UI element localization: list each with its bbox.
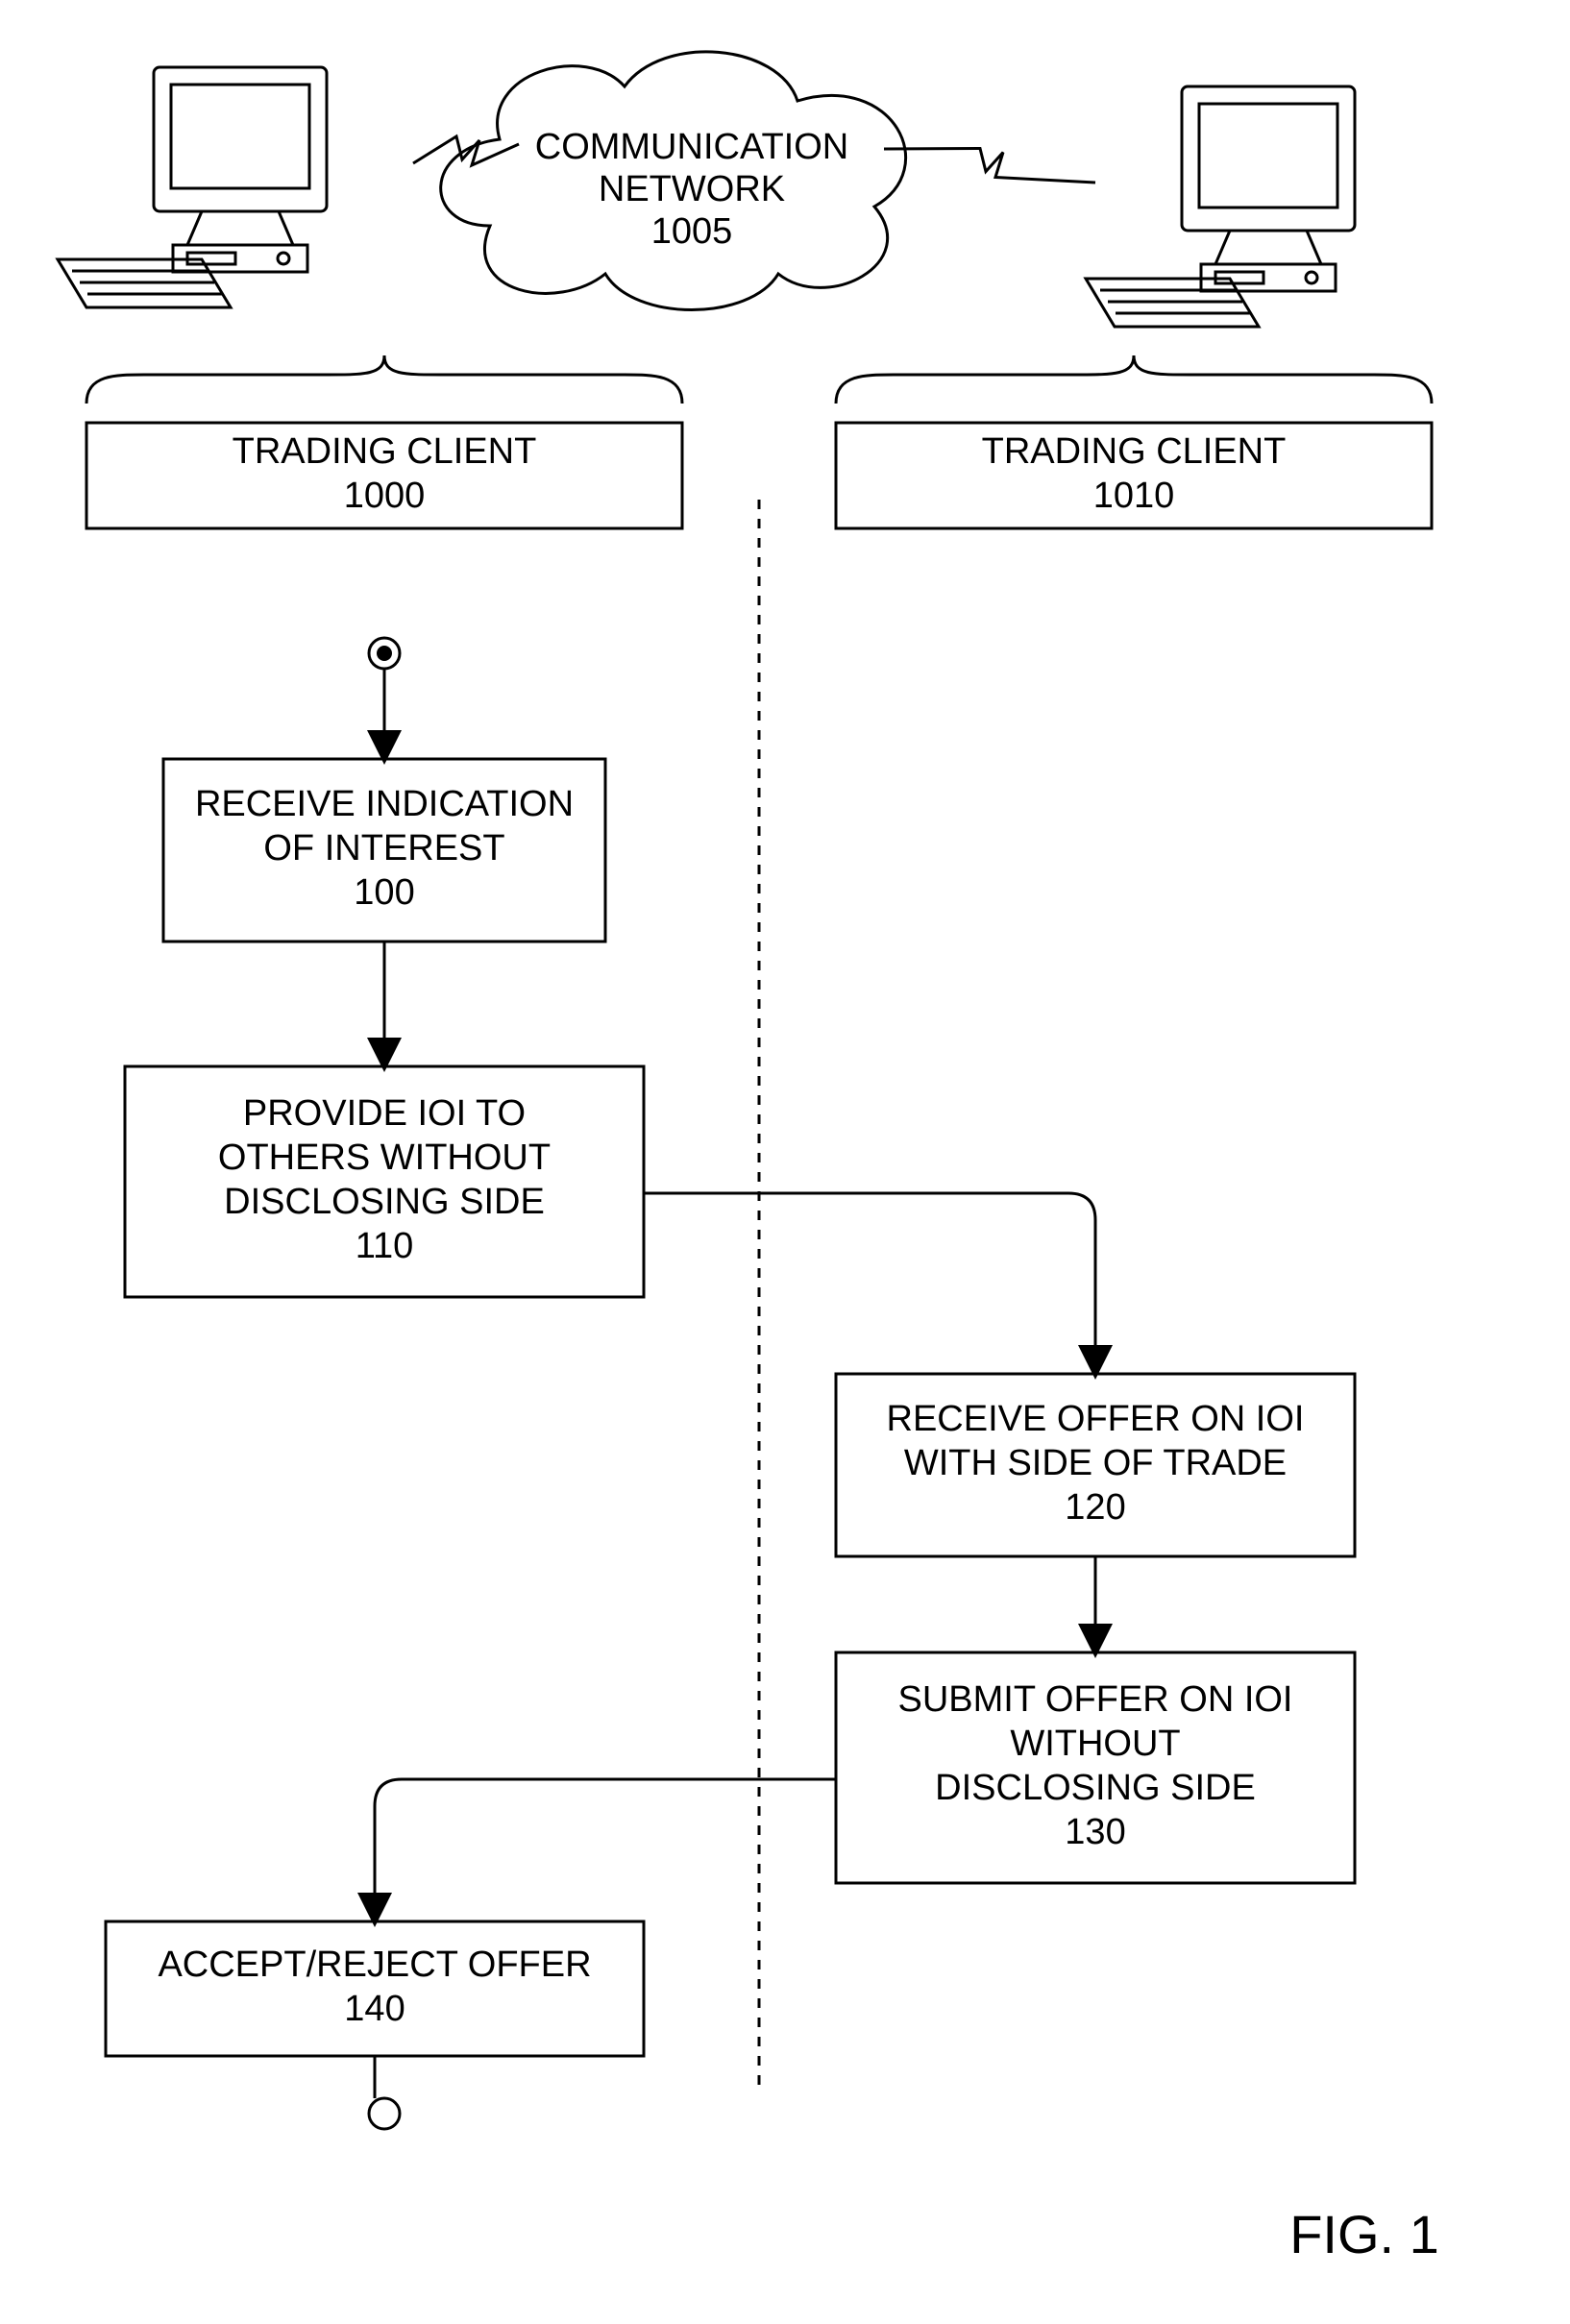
cloud-label-line: NETWORK (599, 169, 785, 209)
trading-client-right-box-label-line: TRADING CLIENT (982, 431, 1287, 472)
box-110-label-line: PROVIDE IOI TO (243, 1093, 526, 1134)
trading-client-right-box-label-line: 1010 (1093, 476, 1175, 516)
cloud-label-line: 1005 (651, 211, 733, 252)
end-node (369, 2098, 400, 2129)
lightning-right (884, 149, 1095, 183)
box-120-label-line: RECEIVE OFFER ON IOI (887, 1399, 1305, 1439)
box-100-label-line: OF INTEREST (263, 828, 504, 868)
box-100-label-line: 100 (354, 872, 414, 913)
box-130-label-line: SUBMIT OFFER ON IOI (898, 1679, 1293, 1720)
box-100-label-line: RECEIVE INDICATION (195, 784, 574, 824)
figure-label: FIG. 1 (1289, 2204, 1439, 2264)
trading-client-left-box-label-line: TRADING CLIENT (233, 431, 537, 472)
figure-canvas: COMMUNICATIONNETWORK1005TRADING CLIENT10… (0, 0, 1570, 2324)
trading-client-left-box-label-line: 1000 (344, 476, 426, 516)
box-120-label-line: 120 (1065, 1487, 1125, 1528)
computer-left-icon (58, 67, 327, 307)
brace-right (836, 355, 1432, 404)
box-110-label-line: DISCLOSING SIDE (224, 1182, 545, 1222)
box-140-label-line: 140 (344, 1989, 405, 2029)
box-130-label-line: DISCLOSING SIDE (935, 1768, 1256, 1808)
box-140-label-line: ACCEPT/REJECT OFFER (158, 1945, 591, 1985)
box-110-label-line: OTHERS WITHOUT (218, 1138, 551, 1178)
box-130-label-line: 130 (1065, 1812, 1125, 1852)
box-120-label-line: WITH SIDE OF TRADE (904, 1443, 1287, 1483)
brace-left (86, 355, 682, 404)
box-110-label-line: 110 (356, 1226, 414, 1266)
cloud-label-line: COMMUNICATION (535, 127, 849, 167)
box-130-label-line: WITHOUT (1010, 1724, 1180, 1764)
computer-right-icon (1086, 86, 1355, 327)
